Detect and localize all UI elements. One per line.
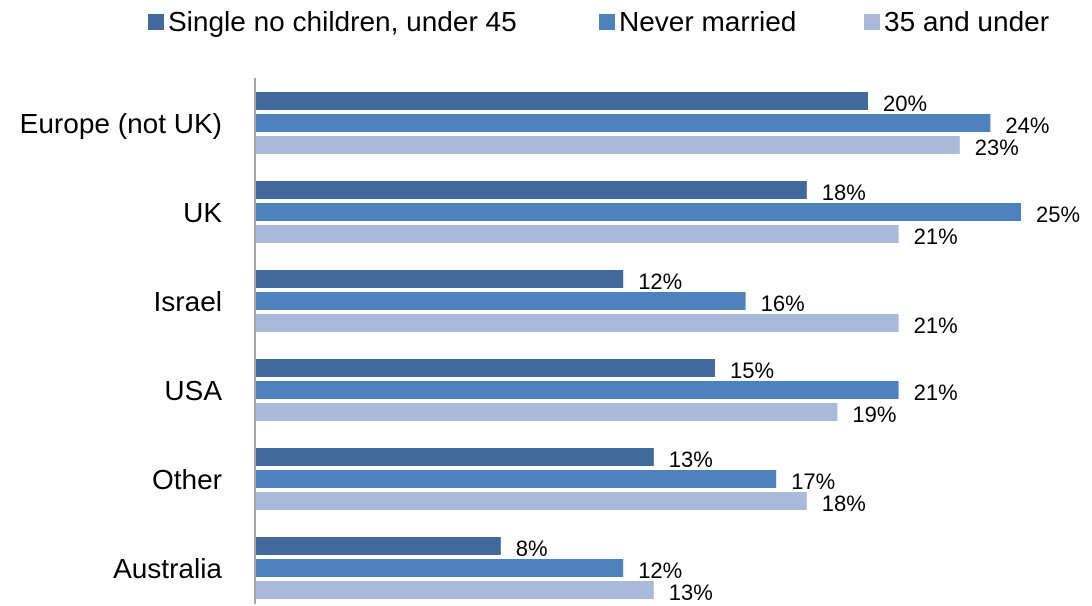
bar-3 <box>256 225 899 243</box>
legend-swatch-3 <box>864 14 880 30</box>
data-label: 21% <box>914 380 958 405</box>
bar-3 <box>256 581 654 599</box>
legend-label-1: Single no children, under 45 <box>168 6 517 37</box>
bar-1 <box>256 270 624 288</box>
bar-1 <box>256 181 807 199</box>
bar-1 <box>256 92 868 110</box>
category-label: UK <box>183 197 222 228</box>
bar-2 <box>256 559 624 577</box>
data-label: 25% <box>1036 202 1080 227</box>
category-label: Other <box>152 464 222 495</box>
legend-swatch-2 <box>599 14 615 30</box>
legend-swatch-1 <box>148 14 164 30</box>
data-label: 18% <box>822 180 866 205</box>
bar-3 <box>256 136 960 154</box>
bar-3 <box>256 492 807 510</box>
data-label: 21% <box>914 224 958 249</box>
category-label: Europe (not UK) <box>20 108 222 139</box>
bar-3 <box>256 403 838 421</box>
bar-2 <box>256 470 777 488</box>
bar-1 <box>256 359 715 377</box>
data-label: 16% <box>761 291 805 316</box>
data-label: 19% <box>852 402 896 427</box>
bar-3 <box>256 314 899 332</box>
category-label: Israel <box>154 286 222 317</box>
bar-1 <box>256 448 654 466</box>
category-label: Australia <box>113 553 222 584</box>
data-label: 13% <box>669 580 713 605</box>
data-label: 13% <box>669 447 713 472</box>
data-label: 20% <box>883 91 927 116</box>
data-label: 15% <box>730 358 774 383</box>
data-label: 8% <box>516 536 548 561</box>
legend-label-3: 35 and under <box>884 6 1049 37</box>
bar-1 <box>256 537 501 555</box>
data-label: 24% <box>1005 113 1049 138</box>
data-label: 12% <box>638 558 682 583</box>
data-label: 21% <box>914 313 958 338</box>
bar-2 <box>256 114 991 132</box>
bar-2 <box>256 292 746 310</box>
data-label: 17% <box>791 469 835 494</box>
data-label: 12% <box>638 269 682 294</box>
bar-2 <box>256 381 899 399</box>
bar-2 <box>256 203 1021 221</box>
data-label: 23% <box>975 135 1019 160</box>
data-label: 18% <box>822 491 866 516</box>
category-label: USA <box>164 375 222 406</box>
legend-label-2: Never married <box>619 6 796 37</box>
